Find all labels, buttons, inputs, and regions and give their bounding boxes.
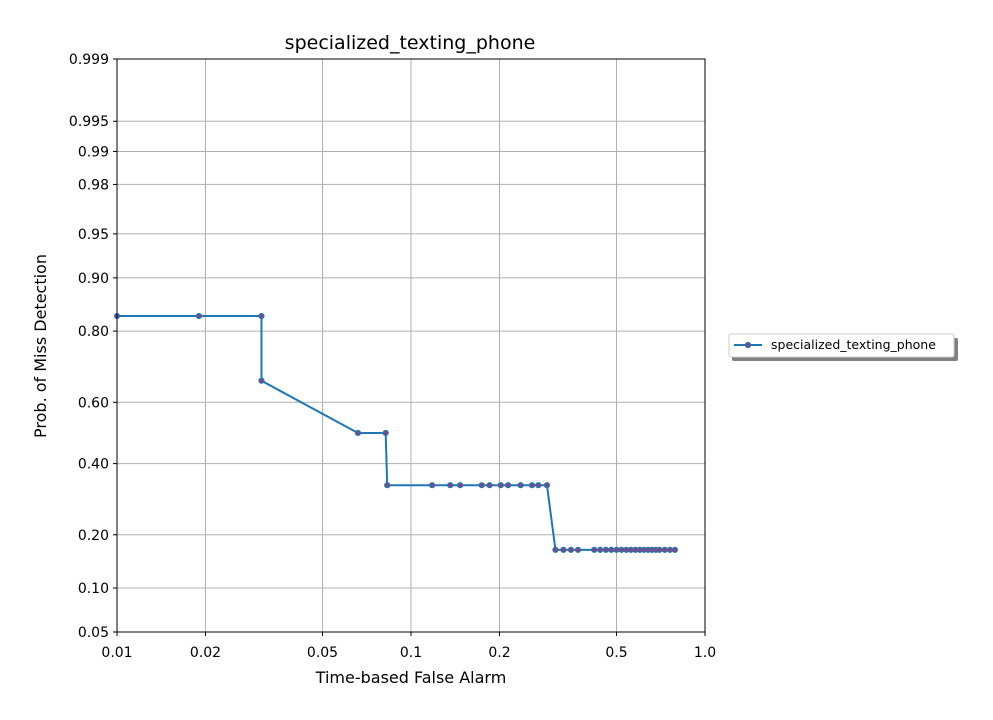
y-tick-label: 0.95 (78, 227, 109, 243)
x-tick-label: 0.01 (101, 645, 132, 661)
data-point (517, 482, 524, 489)
data-point (505, 482, 512, 489)
data-point (258, 312, 265, 320)
grid (116, 58, 706, 633)
data-point (597, 546, 604, 553)
y-tick-label: 0.999 (69, 52, 109, 68)
data-point (535, 482, 542, 489)
data-point (382, 429, 389, 437)
data-point (528, 482, 536, 489)
data-point (354, 429, 362, 437)
data-point (661, 546, 668, 553)
data-point (457, 482, 464, 489)
y-axis-ticks: 0.999 0.995 0.99 0.98 0.95 0.90 0.80 0.60 0.40 0.… (69, 52, 117, 641)
x-tick-label: 1.0 (694, 645, 716, 661)
y-tick-label: 0.995 (69, 114, 109, 130)
data-point (543, 482, 551, 489)
y-tick-label: 0.90 (78, 271, 109, 287)
data-point (602, 546, 609, 553)
x-tick-label: 0.2 (488, 645, 510, 661)
data-point (671, 546, 679, 553)
x-axis-title: Time-based False Alarm (315, 668, 507, 687)
x-tick-label: 0.05 (307, 645, 338, 661)
y-tick-label: 0.99 (78, 144, 109, 160)
y-tick-label: 0.98 (78, 177, 109, 193)
data-point (478, 482, 485, 489)
data-point (552, 546, 559, 553)
y-axis-title: Prob. of Miss Detection (31, 254, 50, 438)
y-tick-label: 0.80 (78, 324, 109, 340)
x-tick-label: 0.1 (400, 645, 422, 661)
data-point (497, 482, 504, 489)
data-point (384, 482, 391, 489)
x-tick-label: 0.5 (605, 645, 627, 661)
y-tick-label: 0.20 (78, 528, 109, 544)
y-tick-label: 0.10 (78, 581, 109, 597)
data-point (608, 546, 615, 553)
data-point (486, 482, 493, 489)
data-point (613, 546, 620, 553)
data-point (195, 312, 203, 320)
data-point (574, 546, 582, 553)
data-point (447, 482, 454, 489)
legend: specialized_texting_phone (728, 333, 958, 361)
y-tick-label: 0.60 (78, 395, 109, 411)
y-tick-label: 0.40 (78, 457, 109, 473)
x-tick-label: 0.02 (190, 645, 221, 661)
legend-label: specialized_texting_phone (771, 337, 936, 352)
y-tick-label: 0.05 (78, 625, 109, 641)
data-point (429, 482, 436, 489)
data-point (560, 546, 567, 553)
data-point (656, 546, 663, 553)
chart-title: specialized_texting_phone (285, 32, 536, 54)
legend-marker-sample (744, 341, 752, 349)
data-point (258, 377, 265, 384)
data-point (666, 546, 674, 553)
data-point (591, 546, 598, 553)
legend-box (728, 333, 955, 358)
plot-series (113, 312, 679, 553)
x-axis-ticks: 0.01 0.02 0.05 0.1 0.2 0.5 1.0 (101, 632, 716, 661)
data-point (567, 546, 575, 553)
